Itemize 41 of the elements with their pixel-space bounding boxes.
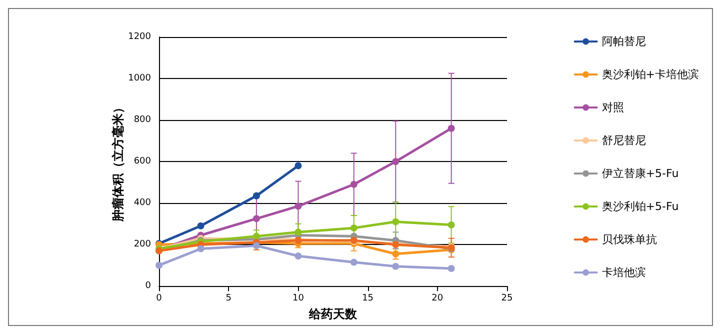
point bbox=[156, 262, 162, 269]
x-tick-label: 25 bbox=[501, 294, 513, 304]
y-tick-label: 200 bbox=[134, 240, 152, 250]
legend-label: 对照 bbox=[602, 101, 624, 114]
y-tick-label: 600 bbox=[134, 156, 152, 167]
point bbox=[448, 264, 455, 272]
point bbox=[448, 124, 455, 132]
point bbox=[252, 232, 260, 240]
legend-label: 伊立替康+5-Fu bbox=[602, 167, 679, 180]
point bbox=[294, 162, 302, 170]
legend-label: 卡培他滨 bbox=[602, 266, 646, 279]
point bbox=[252, 215, 260, 222]
x-tick-label: 20 bbox=[432, 294, 444, 304]
point bbox=[197, 245, 204, 252]
y-tick-label: 0 bbox=[145, 281, 152, 292]
x-tick-label: 10 bbox=[292, 294, 304, 304]
point bbox=[294, 252, 302, 260]
legend-label: 奥沙利铂+5-Fu bbox=[602, 200, 679, 213]
point bbox=[350, 258, 358, 266]
point bbox=[294, 228, 302, 236]
y-tick-label: 1200 bbox=[128, 32, 152, 42]
legend-label: 阿帕替尼 bbox=[602, 35, 646, 48]
legend-label: 贝伐珠单抗 bbox=[602, 233, 657, 246]
point bbox=[392, 158, 400, 166]
x-tick-label: 15 bbox=[362, 294, 374, 304]
point bbox=[392, 262, 400, 270]
y-tick-label: 400 bbox=[134, 198, 152, 208]
y-tick-label: 1000 bbox=[128, 74, 152, 84]
x-tick-label: 0 bbox=[156, 294, 162, 304]
y-tick-label: 800 bbox=[134, 115, 152, 126]
y-axis-title: 肿瘤体积（立方毫米） bbox=[111, 102, 126, 223]
point bbox=[197, 222, 204, 230]
point bbox=[294, 202, 302, 210]
point bbox=[350, 224, 358, 232]
point bbox=[392, 218, 400, 226]
x-tick-label: 5 bbox=[226, 294, 232, 304]
legend-label: 奥沙利铂+卡培他滨 bbox=[602, 68, 699, 81]
point bbox=[350, 180, 358, 188]
x-axis-title: 给药天数 bbox=[308, 307, 358, 321]
point bbox=[448, 221, 455, 228]
legend-label: 舒尼替尼 bbox=[602, 134, 646, 147]
